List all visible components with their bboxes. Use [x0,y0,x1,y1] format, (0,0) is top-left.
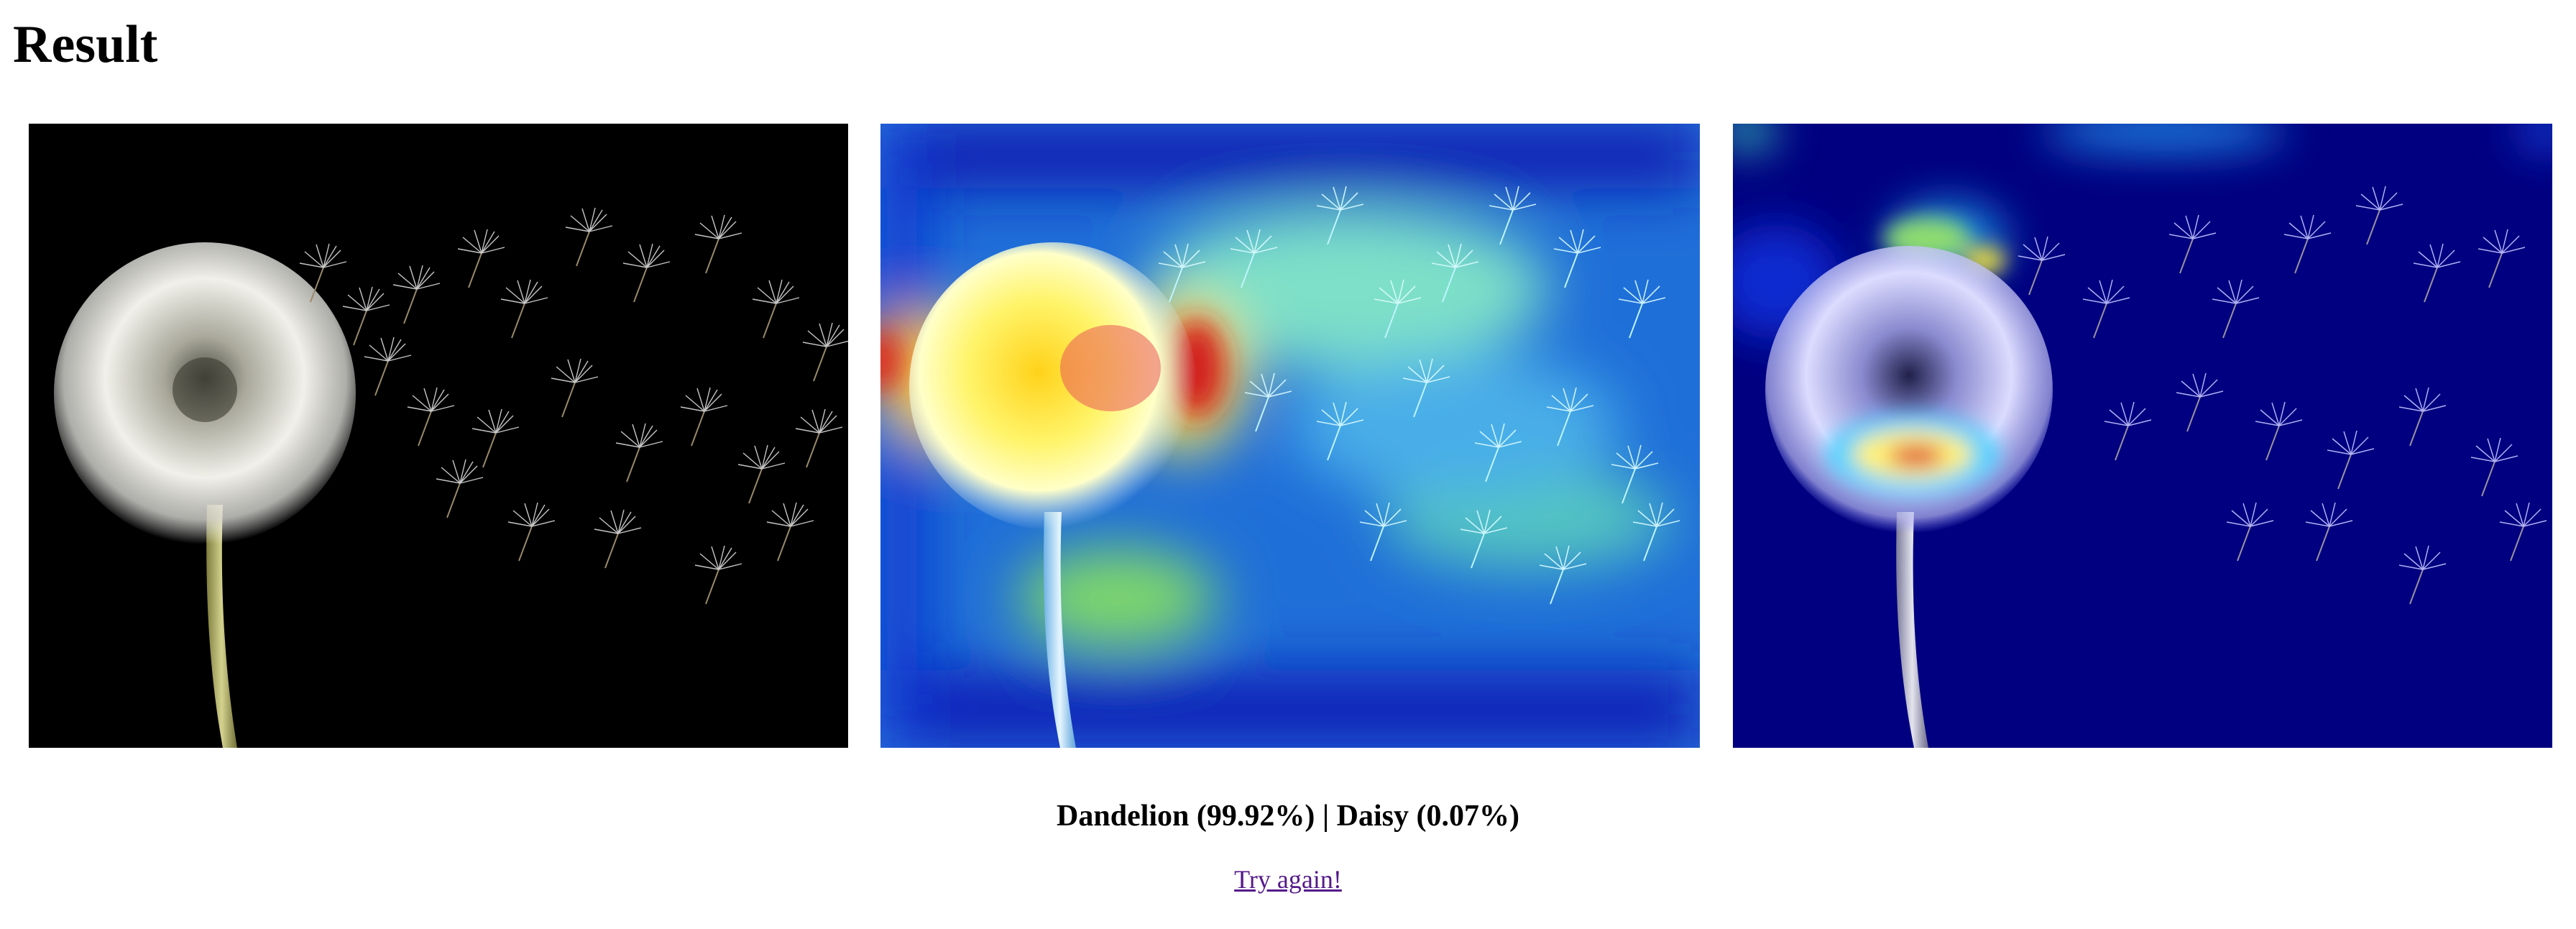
heatmap-overlay-image [880,124,1700,748]
original-image [29,124,848,748]
gradcam-dandelion-picture [1733,124,2552,748]
page-title: Result [13,15,158,74]
gradcam-overlay-image [1733,124,2552,748]
try-again-link[interactable]: Try again! [1234,865,1342,894]
original-dandelion-picture [29,124,848,748]
heatmap-dandelion-picture [880,124,1700,748]
prediction-result-text: Dandelion (99.92%) | Daisy (0.07%) [1057,800,1519,833]
try-again-container: Try again! [0,859,2576,900]
